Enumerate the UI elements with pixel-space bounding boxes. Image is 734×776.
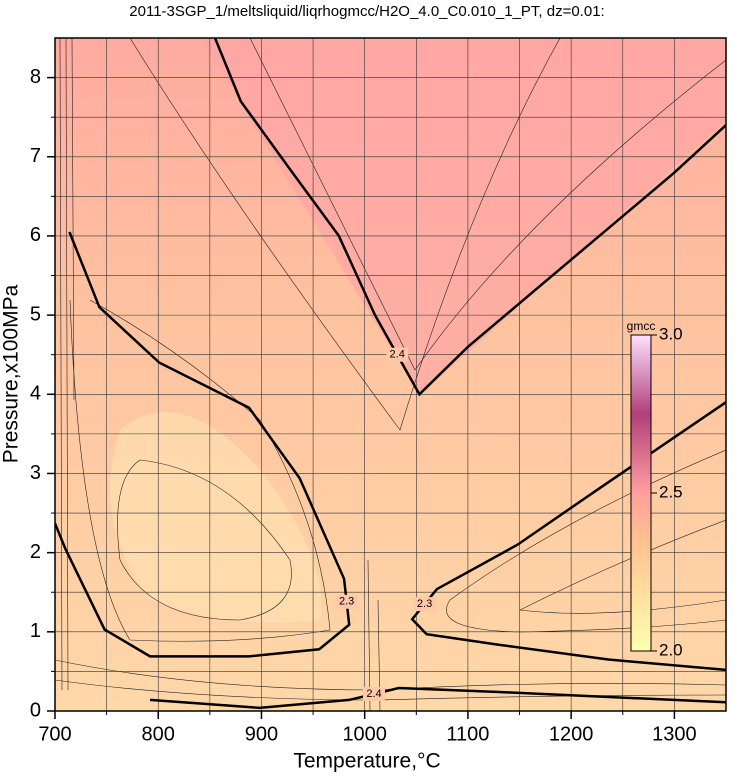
contour-label: 2.3 (339, 596, 354, 608)
y-tick-label: 7 (30, 145, 41, 167)
contour-line (55, 231, 351, 658)
y-tick-label: 4 (30, 383, 41, 405)
y-axis-label: Pressure,x100MPa (0, 284, 23, 463)
x-tick-label: 1200 (549, 723, 594, 745)
contour-label-bg (362, 686, 385, 701)
y-tick-label: 3 (30, 462, 41, 484)
x-tick-label: 800 (142, 723, 175, 745)
chart-title: 2011-3SGP_1/meltsliquid/liqrhogmcc/H2O_4… (129, 3, 604, 20)
contour-label: 2.4 (390, 349, 405, 361)
y-tick-label: 6 (30, 224, 41, 246)
colorbar-tick-label: 2.5 (659, 482, 683, 501)
x-axis-label: Temperature,°C (293, 750, 440, 773)
contour-label-bg (335, 594, 358, 609)
x-tick-label: 700 (38, 723, 71, 745)
y-tick-label: 2 (30, 541, 41, 563)
plot-frame (54, 37, 727, 712)
contour-label: 2.4 (366, 688, 381, 700)
contour-line (410, 401, 726, 672)
colorbar (630, 334, 652, 652)
x-tick-label: 1000 (342, 723, 387, 745)
colorbar-tick-label: 2.0 (659, 640, 683, 659)
contour-label: 2.3 (417, 598, 432, 610)
contour-label-bg (413, 597, 436, 612)
colorbar-label: gmcc (627, 319, 656, 333)
high-region (200, 38, 726, 395)
y-tick-label: 0 (30, 699, 41, 721)
y-tick-label: 8 (30, 66, 41, 88)
low-region (110, 412, 322, 623)
contour-label-bg (386, 347, 409, 362)
colorbar-tick-label: 3.0 (659, 324, 683, 343)
plot-area: 2.4 2.3 2.3 2.4 (55, 38, 726, 711)
y-tick-label: 5 (30, 303, 41, 325)
x-tick-label: 1100 (446, 723, 489, 745)
x-tick-label: 1300 (652, 723, 697, 745)
x-tick-label: 900 (245, 723, 278, 745)
y-tick-label: 1 (30, 620, 41, 642)
